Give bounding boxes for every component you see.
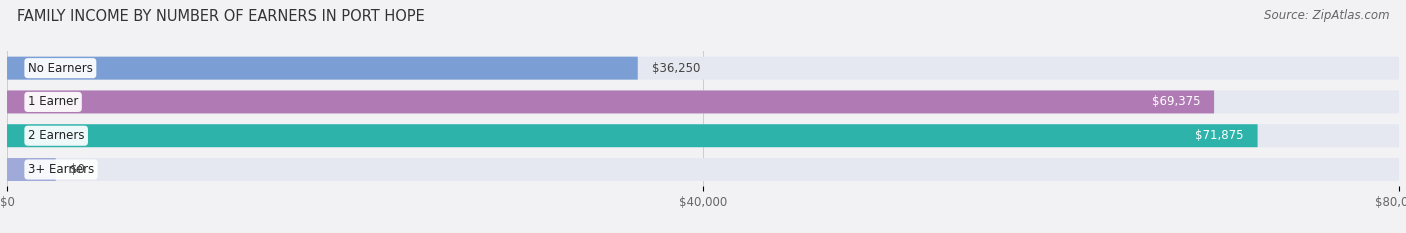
Text: $36,250: $36,250 [651,62,700,75]
FancyBboxPatch shape [7,158,56,181]
FancyBboxPatch shape [7,158,1399,181]
Text: 1 Earner: 1 Earner [28,96,79,108]
FancyBboxPatch shape [7,90,1215,113]
Text: 2 Earners: 2 Earners [28,129,84,142]
FancyBboxPatch shape [7,57,1399,80]
Text: No Earners: No Earners [28,62,93,75]
Text: FAMILY INCOME BY NUMBER OF EARNERS IN PORT HOPE: FAMILY INCOME BY NUMBER OF EARNERS IN PO… [17,9,425,24]
Text: Source: ZipAtlas.com: Source: ZipAtlas.com [1264,9,1389,22]
Text: $71,875: $71,875 [1195,129,1244,142]
FancyBboxPatch shape [7,124,1257,147]
Text: $69,375: $69,375 [1152,96,1201,108]
FancyBboxPatch shape [7,124,1399,147]
Text: $0: $0 [70,163,84,176]
Text: 3+ Earners: 3+ Earners [28,163,94,176]
FancyBboxPatch shape [7,57,638,80]
FancyBboxPatch shape [7,90,1399,113]
